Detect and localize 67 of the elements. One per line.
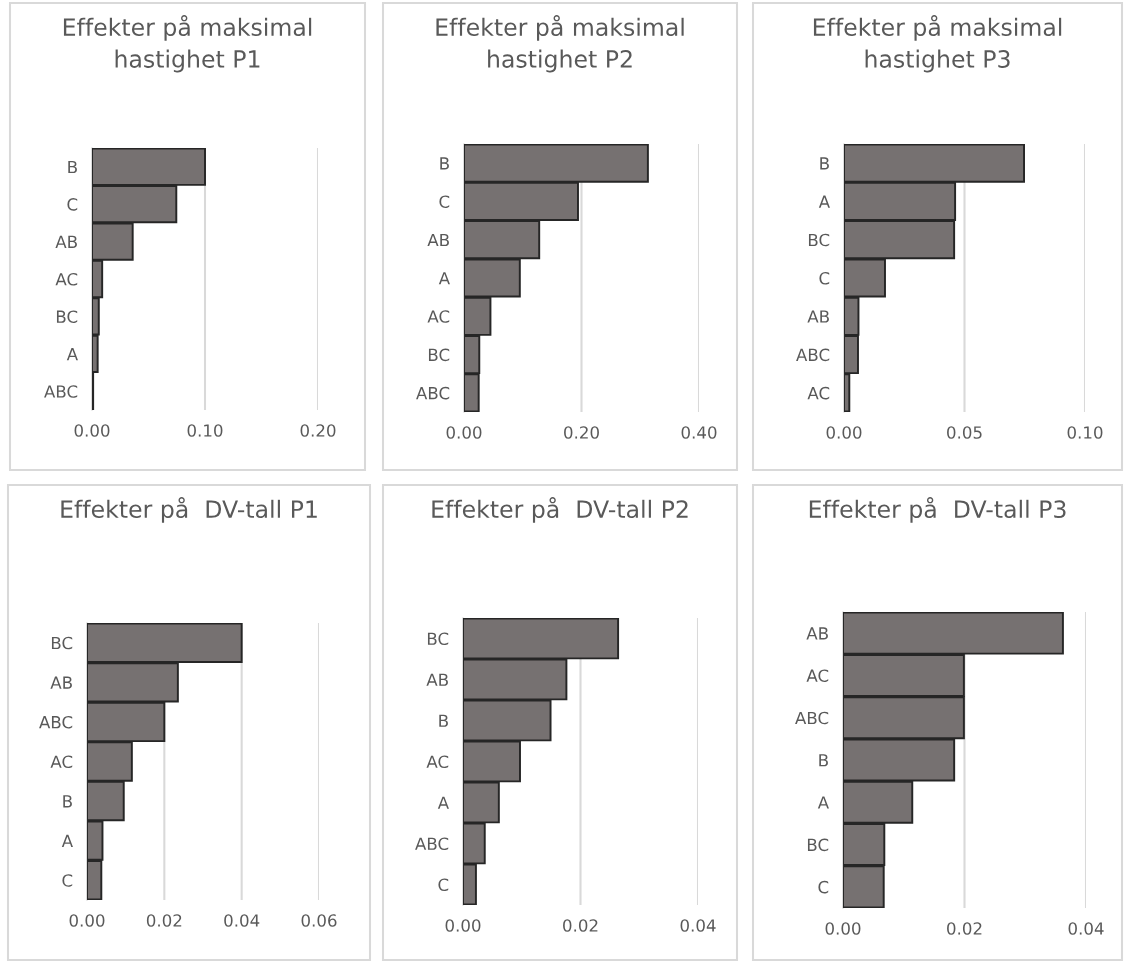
y-tick-label: BC	[808, 233, 830, 247]
y-tick-label: A	[437, 796, 449, 809]
x-tick-label: 0.00	[445, 919, 481, 932]
x-tick-label: 0.00	[74, 424, 110, 437]
y-tick-label: ABC	[44, 385, 78, 398]
y-tick-label: AC	[806, 669, 829, 682]
x-tick-label: 0.04	[224, 914, 260, 927]
y-tick-label: ABC	[796, 348, 830, 362]
chart-title: Effekter på maksimal hastighet P1	[63, 15, 312, 73]
y-tick-label: BC	[428, 348, 450, 362]
x-tick-label: 0.05	[947, 426, 982, 439]
x-tick-label: 0.40	[681, 426, 717, 439]
chart-title: Effekter på DV-tall P2	[432, 497, 688, 523]
y-tick-label: C	[819, 271, 830, 285]
x-tick-label: 0.04	[680, 919, 716, 932]
x-tick-label: 0.06	[301, 914, 337, 927]
y-tick-label: AC	[55, 272, 78, 286]
y-tick-label: AC	[807, 386, 830, 400]
y-tick-label: AB	[426, 673, 448, 686]
y-tick-label: C	[62, 874, 73, 887]
y-tick-label: AB	[806, 627, 828, 640]
y-tick-label: ABC	[416, 386, 450, 400]
x-tick-label: 0.20	[300, 424, 336, 437]
x-tick-label: 0.02	[146, 914, 182, 927]
y-tick-label: AC	[426, 755, 449, 769]
chart-title: Effekter på maksimal hastighet P2	[436, 15, 684, 73]
y-tick-label: B	[820, 157, 829, 170]
y-tick-label: A	[817, 796, 829, 809]
y-tick-label: ABC	[39, 715, 73, 729]
y-tick-label: A	[438, 272, 450, 285]
x-tick-label: 0.00	[825, 922, 861, 935]
y-tick-label: AC	[50, 755, 73, 769]
chart-title: Effekter på maksimal hastighet P3	[813, 15, 1062, 73]
y-tick-label: AB	[807, 310, 829, 323]
y-tick-label: C	[439, 195, 450, 208]
y-tick-label: ABC	[795, 711, 829, 725]
x-tick-label: 0.00	[826, 426, 862, 439]
y-tick-label: C	[818, 880, 829, 894]
y-tick-label: B	[439, 714, 448, 727]
y-tick-label: B	[819, 754, 828, 767]
y-tick-label: B	[68, 160, 77, 174]
y-tick-label: AB	[427, 233, 449, 247]
y-tick-label: BC	[807, 838, 829, 852]
y-tick-label: A	[66, 348, 78, 361]
y-tick-label: AB	[55, 235, 77, 248]
x-tick-label: 0.10	[187, 424, 223, 437]
y-tick-label: B	[63, 795, 72, 808]
x-tick-label: 0.20	[564, 426, 599, 439]
y-tick-label: AB	[50, 676, 72, 689]
chart-title: Effekter på DV-tall P1	[61, 497, 317, 523]
y-tick-label: BC	[51, 636, 73, 650]
y-tick-label: C	[438, 878, 449, 892]
y-tick-label: A	[61, 834, 73, 847]
y-tick-label: B	[440, 157, 449, 170]
x-tick-label: 0.00	[69, 914, 105, 927]
x-tick-label: 0.02	[563, 919, 598, 932]
y-tick-label: BC	[427, 632, 449, 646]
y-tick-label: BC	[56, 310, 78, 323]
y-tick-label: C	[67, 198, 78, 211]
y-tick-label: ABC	[415, 837, 449, 851]
x-tick-label: 0.10	[1067, 426, 1103, 439]
y-tick-label: A	[818, 195, 830, 208]
x-tick-label: 0.00	[446, 426, 482, 439]
chart-title: Effekter på DV-tall P3	[809, 497, 1066, 523]
y-tick-label: AC	[427, 310, 450, 323]
x-tick-label: 0.02	[947, 922, 982, 935]
x-tick-label: 0.04	[1068, 922, 1104, 935]
